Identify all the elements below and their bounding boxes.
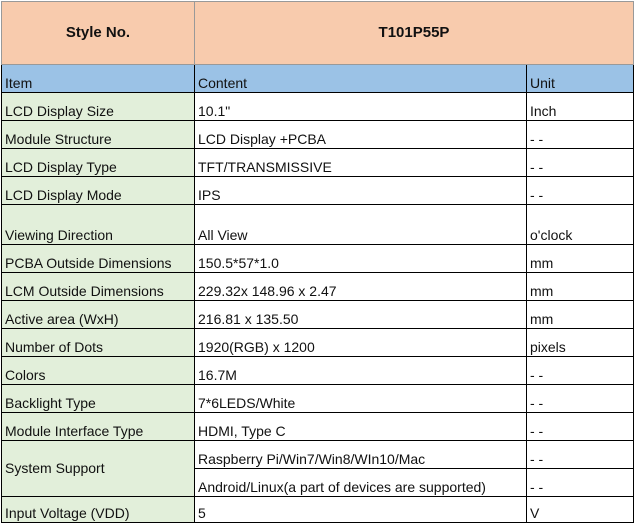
item-cell: Viewing Direction	[1, 204, 195, 245]
table-row: Active area (WxH) 216.81 x 135.50 mm	[1, 300, 634, 329]
unit-cell: - -	[526, 440, 634, 469]
item-cell: System Support	[1, 440, 195, 497]
content-cell: 16.7M	[194, 356, 527, 385]
content-cell: 7*6LEDS/White	[194, 384, 527, 413]
item-cell: Input Voltage (VDD)	[1, 496, 195, 523]
table-row: Viewing Direction All View o'clock	[1, 204, 634, 245]
unit-cell: - -	[526, 148, 634, 177]
style-value: T101P55P	[194, 1, 634, 65]
content-cell: TFT/TRANSMISSIVE	[194, 148, 527, 177]
style-row: Style No. T101P55P	[1, 1, 634, 65]
table-row: Module Structure LCD Display +PCBA - -	[1, 120, 634, 149]
content-cell: Raspberry Pi/Win7/Win8/WIn10/Mac	[194, 440, 527, 469]
content-cell: IPS	[194, 176, 527, 205]
item-cell: LCD Display Size	[1, 92, 195, 121]
table-row: Android/Linux(a part of devices are supp…	[2, 468, 634, 497]
item-cell: Active area (WxH)	[1, 300, 195, 329]
table-row: Backlight Type 7*6LEDS/White - -	[1, 384, 634, 413]
content-cell: 229.32x 148.96 x 2.47	[194, 272, 527, 301]
item-cell: LCD Display Mode	[1, 176, 195, 205]
item-cell: PCBA Outside Dimensions	[1, 244, 195, 273]
unit-cell: mm	[526, 272, 634, 301]
table-row: LCD Display Type TFT/TRANSMISSIVE - -	[1, 148, 634, 177]
table-row: LCD Display Size 10.1" Inch	[1, 92, 634, 121]
style-label: Style No.	[1, 1, 195, 65]
unit-cell: pixels	[526, 328, 634, 357]
table-row: Number of Dots 1920(RGB) x 1200 pixels	[1, 328, 634, 357]
table-row: Colors 16.7M - -	[1, 356, 634, 385]
unit-cell: V	[526, 496, 634, 523]
unit-cell: mm	[526, 300, 634, 329]
table-row: PCBA Outside Dimensions 150.5*57*1.0 mm	[1, 244, 634, 273]
item-cell: Module Interface Type	[1, 412, 195, 441]
content-cell: 5	[194, 496, 527, 523]
table-row: Input Voltage (VDD) 5 V	[1, 496, 634, 523]
content-cell: 150.5*57*1.0	[194, 244, 527, 273]
unit-cell: mm	[526, 244, 634, 273]
unit-cell: - -	[526, 176, 634, 205]
col-unit: Unit	[526, 64, 634, 93]
column-header-row: Item Content Unit	[1, 64, 634, 93]
table-row: System Support Raspberry Pi/Win7/Win8/WI…	[1, 440, 634, 497]
item-cell: Number of Dots	[1, 328, 195, 357]
item-cell: LCD Display Type	[1, 148, 195, 177]
content-cell: 216.81 x 135.50	[194, 300, 527, 329]
item-cell: Colors	[1, 356, 195, 385]
unit-cell: o'clock	[526, 204, 634, 245]
unit-cell: - -	[526, 356, 634, 385]
item-cell: Module Structure	[1, 120, 195, 149]
unit-cell: - -	[526, 412, 634, 441]
unit-cell: - -	[526, 384, 634, 413]
item-cell: LCM Outside Dimensions	[1, 272, 195, 301]
content-cell: All View	[194, 204, 527, 245]
unit-cell: - -	[526, 468, 634, 497]
table-row: LCD Display Mode IPS - -	[1, 176, 634, 205]
table-row: LCM Outside Dimensions 229.32x 148.96 x 2…	[1, 272, 634, 301]
content-cell: HDMI, Type C	[194, 412, 527, 441]
col-content: Content	[194, 64, 527, 93]
content-cell: LCD Display +PCBA	[194, 120, 527, 149]
content-cell: 1920(RGB) x 1200	[194, 328, 527, 357]
content-cell: 10.1"	[194, 92, 527, 121]
unit-cell: - -	[526, 120, 634, 149]
table-row: Module Interface Type HDMI, Type C- -	[1, 412, 634, 441]
content-cell: Android/Linux(a part of devices are supp…	[194, 468, 527, 497]
unit-cell: Inch	[526, 92, 634, 121]
item-cell: Backlight Type	[1, 384, 195, 413]
col-item: Item	[1, 64, 195, 93]
